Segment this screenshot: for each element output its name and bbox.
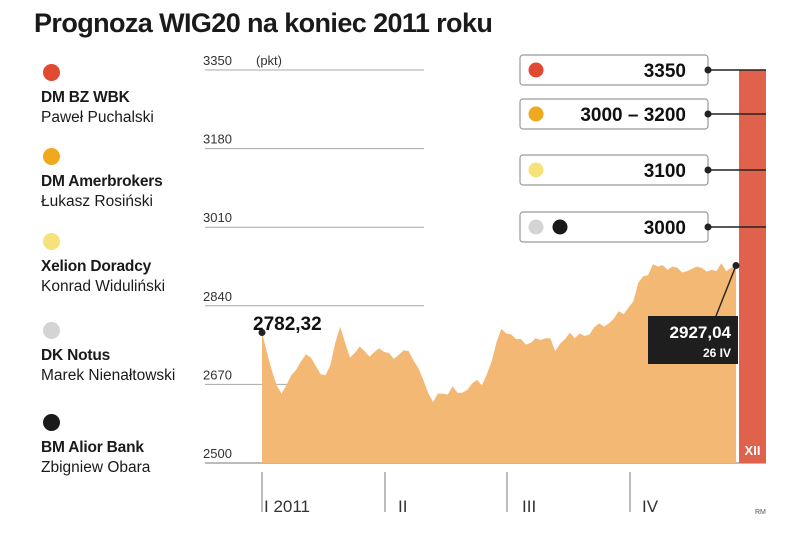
legend-person: Paweł Puchalski (41, 109, 154, 126)
red-dot-icon (43, 64, 60, 81)
wig20-area (262, 263, 736, 463)
x-tick-label: IV (642, 497, 659, 516)
forecast-value: 3100 (644, 161, 686, 182)
yellow-dot-icon (43, 233, 60, 250)
forecast-dot-icon (528, 62, 544, 78)
legend-person: Łukasz Rosiński (41, 193, 153, 210)
credit-label: RM (755, 509, 766, 516)
legend-person: Konrad Widuliński (41, 278, 166, 295)
orange-dot-icon (43, 148, 60, 165)
start-point-marker (258, 328, 266, 336)
forecast-value: 3000 (644, 218, 686, 239)
end-value-callout (648, 316, 738, 364)
forecast-leader-dot (704, 166, 712, 174)
legend-person: Zbigniew Obara (41, 459, 151, 476)
x-tick-label: I 2011 (264, 497, 310, 516)
y-tick-label: 2500 (203, 446, 232, 461)
forecast-dot-icon (528, 162, 544, 178)
y-unit-label: (pkt) (256, 53, 282, 68)
end-date-label: 26 IV (703, 346, 731, 360)
black-dot-icon (43, 414, 60, 431)
y-tick-label: 2670 (203, 367, 232, 382)
forecast-leader-dot (704, 110, 712, 118)
year-end-label: XII (745, 443, 761, 458)
forecast-leader-dot (704, 223, 712, 231)
forecast-dot-icon (528, 219, 544, 235)
legend-item-bm-alior-bank: BM Alior Bank Zbigniew Obara (41, 414, 211, 477)
legend-firm: BM Alior Bank (41, 439, 144, 456)
forecast-leader-dot (704, 66, 712, 74)
legend-firm: Xelion Doradcy (41, 258, 152, 275)
year-end-bar (739, 70, 766, 463)
legend-firm: DK Notus (41, 347, 111, 364)
end-callout-leader (715, 265, 737, 317)
forecast-dot-icon (552, 219, 568, 235)
legend-person: Marek Nienałtowski (41, 367, 176, 384)
legend-firm: DM Amerbrokers (41, 173, 163, 190)
y-tick-label: 3350 (203, 53, 232, 68)
legend-item-xelion-doradcy: Xelion Doradcy Konrad Widuliński (41, 233, 211, 296)
legend-item-dm-bz-wbk: DM BZ WBK Paweł Puchalski (41, 64, 211, 127)
start-value-label: 2782,32 (253, 314, 322, 335)
x-tick-label: II (398, 497, 407, 516)
x-tick-label: III (522, 497, 536, 516)
legend-firm: DM BZ WBK (41, 89, 130, 106)
chart-title: Prognoza WIG20 na koniec 2011 roku (34, 8, 493, 38)
forecast-value: 3350 (644, 61, 686, 82)
legend-item-dm-amerbrokers: DM Amerbrokers Łukasz Rosiński (41, 148, 211, 211)
grey-dot-icon (43, 322, 60, 339)
y-tick-label: 3180 (203, 132, 232, 147)
y-tick-label: 3010 (203, 210, 232, 225)
y-tick-label: 2840 (203, 289, 232, 304)
legend-item-dk-notus: DK Notus Marek Nienałtowski (41, 322, 211, 385)
forecast-dot-icon (528, 106, 544, 122)
end-value-label: 2927,04 (670, 323, 732, 342)
forecast-value: 3000 – 3200 (580, 105, 686, 126)
